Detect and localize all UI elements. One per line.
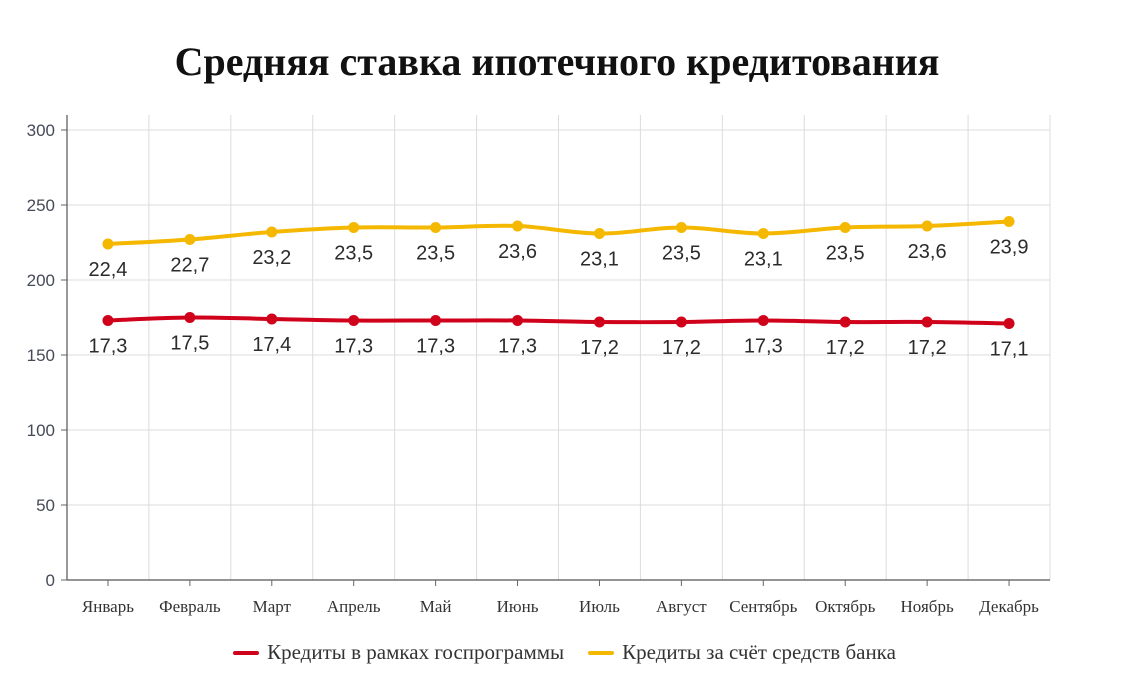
data-label-gov: 17,2	[662, 337, 701, 359]
data-point-gov[interactable]	[675, 316, 687, 328]
data-label-bank: 23,2	[252, 247, 291, 269]
y-tick-label: 300	[27, 121, 55, 140]
data-point-bank[interactable]	[430, 222, 442, 233]
data-point-gov[interactable]	[266, 313, 278, 325]
y-tick-label: 100	[27, 421, 55, 440]
data-point-bank[interactable]	[184, 234, 196, 245]
legend: Кредиты в рамках госпрограммы Кредиты за…	[0, 640, 1129, 665]
x-tick-label: Июнь	[497, 597, 539, 616]
x-tick-label: Май	[420, 597, 452, 616]
data-label-bank: 23,1	[580, 249, 619, 271]
data-label-bank: 23,5	[662, 243, 701, 265]
legend-label-gov: Кредиты в рамках госпрограммы	[267, 640, 565, 664]
data-label-gov: 17,2	[826, 337, 865, 359]
data-point-gov[interactable]	[757, 315, 769, 326]
line-chart: 0 50 100 150 200 250 300 Январь Февраль Март Апрел…	[27, 115, 1051, 616]
data-label-bank: 22,4	[88, 259, 127, 281]
data-point-bank[interactable]	[757, 228, 769, 239]
data-point-gov[interactable]	[102, 315, 114, 326]
x-tick-label: Ноябрь	[901, 597, 954, 616]
data-label-bank: 23,6	[498, 241, 537, 263]
data-point-gov[interactable]	[839, 316, 851, 328]
data-label-gov: 17,3	[498, 336, 537, 358]
data-label-gov: 17,4	[252, 334, 291, 356]
axes: 0 50 100 150 200 250 300 Январь Февраль Март Апрел…	[27, 115, 1050, 616]
data-point-gov[interactable]	[348, 315, 360, 326]
data-label-bank: 23,5	[416, 243, 455, 265]
legend-swatch-gov	[233, 650, 260, 655]
legend-item-gov[interactable]: Кредиты в рамках госпрограммы	[233, 640, 564, 665]
chart-title: Средняя ставка ипотечного кредитования	[174, 39, 940, 84]
y-tick-label: 250	[27, 196, 55, 215]
data-point-gov[interactable]	[430, 315, 442, 326]
data-label-bank: 23,5	[826, 243, 865, 265]
data-label-gov: 17,3	[88, 336, 127, 358]
x-tick-label: Июль	[579, 597, 620, 616]
y-tick-label: 50	[36, 496, 55, 515]
y-tick-label: 0	[46, 571, 55, 590]
series-lines	[102, 216, 1015, 329]
legend-label-bank: Кредиты за счёт средств банка	[622, 640, 896, 664]
x-tick-label: Октябрь	[815, 597, 875, 616]
x-tick-label: Март	[253, 597, 292, 616]
data-label-gov: 17,5	[170, 333, 209, 355]
data-point-gov[interactable]	[1003, 318, 1015, 329]
data-point-gov[interactable]	[512, 315, 524, 326]
grid	[67, 115, 1051, 580]
data-label-bank: 23,5	[334, 243, 373, 265]
data-point-bank[interactable]	[675, 222, 687, 233]
data-label-gov: 17,3	[334, 336, 373, 358]
y-tick-label: 150	[27, 346, 55, 365]
data-label-gov: 17,3	[416, 336, 455, 358]
data-point-bank[interactable]	[593, 228, 605, 239]
data-point-bank[interactable]	[512, 220, 524, 232]
data-label-gov: 17,2	[908, 337, 947, 359]
x-tick-label: Декабрь	[979, 597, 1039, 616]
x-tick-label: Февраль	[159, 597, 221, 616]
y-tick-label: 200	[27, 271, 55, 290]
data-label-gov: 17,3	[744, 336, 783, 358]
x-tick-label: Август	[656, 597, 707, 616]
data-point-gov[interactable]	[184, 312, 196, 323]
x-tick-label: Сентябрь	[729, 597, 797, 616]
series-line-gov	[105, 315, 1012, 326]
data-point-bank[interactable]	[839, 222, 851, 233]
data-label-bank: 22,7	[170, 255, 209, 277]
data-point-bank[interactable]	[348, 222, 360, 233]
x-tick-label: Январь	[82, 597, 134, 616]
data-point-bank[interactable]	[102, 238, 114, 250]
data-point-gov[interactable]	[593, 316, 605, 328]
data-point-bank[interactable]	[921, 220, 933, 232]
series-line-bank	[105, 219, 1012, 246]
data-point-bank[interactable]	[1003, 216, 1015, 227]
data-point-bank[interactable]	[266, 226, 278, 238]
data-label-bank: 23,9	[990, 237, 1029, 259]
data-point-gov[interactable]	[921, 316, 933, 328]
data-label-gov: 17,2	[580, 337, 619, 359]
legend-item-bank[interactable]: Кредиты за счёт средств банка	[588, 640, 896, 665]
data-label-bank: 23,1	[744, 249, 783, 271]
data-labels: 17,3 17,5 17,4 17,3 17,3 17,3 17,2 17,2 17,3 17,2…	[88, 237, 1028, 361]
data-label-gov: 17,1	[990, 339, 1029, 361]
legend-swatch-bank	[588, 650, 615, 655]
x-tick-label: Апрель	[327, 597, 381, 616]
data-label-bank: 23,6	[908, 241, 947, 263]
